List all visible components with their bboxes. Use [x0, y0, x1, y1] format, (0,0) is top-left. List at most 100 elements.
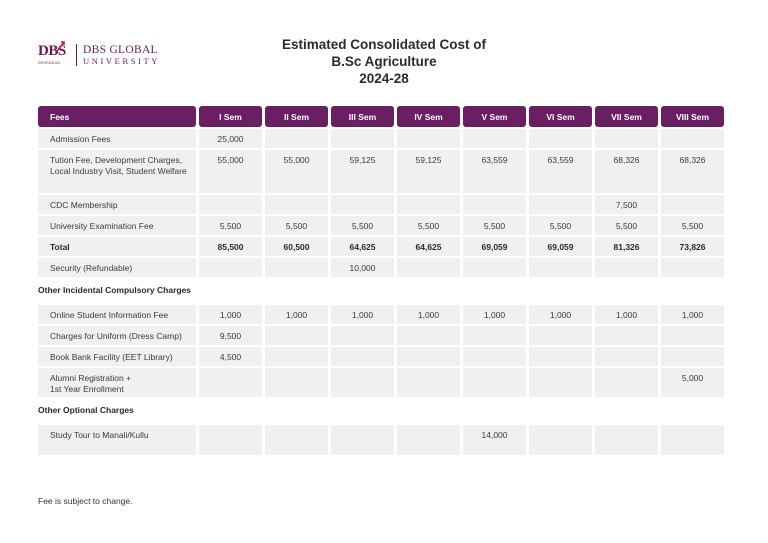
fee-cell-sem-4	[397, 368, 460, 397]
fee-cell-sem-6: 69,059	[529, 237, 592, 256]
fee-cell-sem-6	[529, 368, 592, 397]
table-row: CDC Membership 7,500	[38, 195, 727, 214]
fee-cell-sem-7: 7,500	[595, 195, 658, 214]
fee-cell-sem-8	[661, 195, 724, 214]
row-label: Admission Fees	[38, 129, 196, 148]
table-row: Tution Fee, Development Charges, Local I…	[38, 150, 727, 193]
fee-cell-sem-5	[463, 258, 526, 277]
title-line1: Estimated Consolidated Cost of	[281, 37, 487, 52]
fee-cell-sem-3	[331, 129, 394, 148]
fee-cell-sem-8: 1,000	[661, 305, 724, 324]
fee-cell-sem-2	[265, 368, 328, 397]
fee-cell-sem-5	[463, 368, 526, 397]
fee-cell-sem-1	[199, 195, 262, 214]
row-label: Book Bank Facility (EET Library)	[38, 347, 196, 366]
table-row: Book Bank Facility (EET Library) 4,500	[38, 347, 727, 366]
fee-cell-sem-1: 4,500	[199, 347, 262, 366]
table-row: Alumni Registration +1st Year Enrollment…	[38, 368, 727, 397]
logo-mark: DBS DEHRADUN	[38, 41, 72, 68]
fee-cell-sem-6	[529, 347, 592, 366]
row-label: Study Tour to Manali/Kullu	[38, 425, 196, 455]
fee-cell-sem-8	[661, 258, 724, 277]
fee-cell-sem-6	[529, 425, 592, 455]
fee-cell-sem-4	[397, 195, 460, 214]
logo-line2: UNIVERSITY	[83, 55, 160, 66]
fee-cell-sem-5	[463, 326, 526, 345]
header-fees: Fees	[38, 106, 196, 127]
section-title-compulsory: Other Incidental Compulsory Charges	[38, 285, 192, 295]
header-sem-8: VIII Sem	[661, 106, 724, 127]
fee-cell-sem-3: 5,500	[331, 216, 394, 235]
fee-cell-sem-4: 5,500	[397, 216, 460, 235]
fee-cell-sem-8: 68,326	[661, 150, 724, 193]
fee-cell-sem-8	[661, 129, 724, 148]
fee-cell-sem-3: 1,000	[331, 305, 394, 324]
fee-cell-sem-1: 25,000	[199, 129, 262, 148]
fee-cell-sem-2	[265, 326, 328, 345]
fee-cell-sem-2	[265, 425, 328, 455]
fee-cell-sem-4	[397, 425, 460, 455]
fee-cell-sem-3	[331, 326, 394, 345]
fee-cell-sem-8: 73,826	[661, 237, 724, 256]
fee-cell-sem-1	[199, 368, 262, 397]
section-title-optional: Other Optional Charges	[38, 405, 134, 415]
fee-cell-sem-6: 63,559	[529, 150, 592, 193]
header-sem-2: II Sem	[265, 106, 328, 127]
fee-cell-sem-6	[529, 195, 592, 214]
logo-divider	[76, 44, 77, 66]
fee-cell-sem-5: 5,500	[463, 216, 526, 235]
fee-cell-sem-6: 1,000	[529, 305, 592, 324]
fee-cell-sem-3: 59,125	[331, 150, 394, 193]
fee-cell-sem-5	[463, 195, 526, 214]
row-label: Charges for Uniform (Dress Camp)	[38, 326, 196, 345]
table-header-row: Fees I Sem II Sem III Sem IV Sem V Sem V…	[38, 106, 727, 127]
row-label: Tution Fee, Development Charges, Local I…	[38, 150, 196, 193]
fee-cell-sem-1	[199, 258, 262, 277]
table-row: Study Tour to Manali/Kullu 14,000	[38, 425, 727, 455]
logo-arrow-icon	[56, 41, 65, 52]
fee-cell-sem-4	[397, 258, 460, 277]
fee-cell-sem-3: 64,625	[331, 237, 394, 256]
fee-cell-sem-4: 59,125	[397, 150, 460, 193]
fee-cell-sem-7: 68,326	[595, 150, 658, 193]
fee-cell-sem-6	[529, 326, 592, 345]
fee-cell-sem-8: 5,500	[661, 216, 724, 235]
fee-cell-sem-1: 55,000	[199, 150, 262, 193]
header-sem-4: IV Sem	[397, 106, 460, 127]
table-row: Admission Fees 25,000	[38, 129, 727, 148]
header-sem-7: VII Sem	[595, 106, 658, 127]
fee-cell-sem-5: 63,559	[463, 150, 526, 193]
table-row: Total 85,500 60,500 64,625 64,625 69,059 69,05…	[38, 237, 727, 256]
fee-cell-sem-8	[661, 347, 724, 366]
page-title: Estimated Consolidated Cost of B.Sc Agri…	[0, 36, 768, 87]
fee-cell-sem-4: 1,000	[397, 305, 460, 324]
row-label: Online Student Information Fee	[38, 305, 196, 324]
fee-cell-sem-1	[199, 425, 262, 455]
fee-cell-sem-7	[595, 347, 658, 366]
fee-cell-sem-2: 55,000	[265, 150, 328, 193]
fee-cell-sem-4: 64,625	[397, 237, 460, 256]
fee-cell-sem-8	[661, 326, 724, 345]
fee-cell-sem-7: 5,500	[595, 216, 658, 235]
header-sem-1: I Sem	[199, 106, 262, 127]
table-row: University Examination Fee 5,500 5,500 5,50…	[38, 216, 727, 235]
row-label: Alumni Registration +1st Year Enrollment	[38, 368, 196, 397]
table-row: Charges for Uniform (Dress Camp) 9,500	[38, 326, 727, 345]
fee-cell-sem-3	[331, 195, 394, 214]
fee-cell-sem-8: 5,000	[661, 368, 724, 397]
fee-cell-sem-4	[397, 129, 460, 148]
fee-cell-sem-7: 1,000	[595, 305, 658, 324]
fee-cell-sem-6: 5,500	[529, 216, 592, 235]
fee-cell-sem-8	[661, 425, 724, 455]
fee-cell-sem-7	[595, 258, 658, 277]
fee-cell-sem-7: 81,326	[595, 237, 658, 256]
row-label: University Examination Fee	[38, 216, 196, 235]
fee-cell-sem-5	[463, 129, 526, 148]
table-row: Security (Refundable) 10,000	[38, 258, 727, 277]
title-line3: 2024-28	[359, 71, 409, 86]
fee-cell-sem-7	[595, 129, 658, 148]
fee-cell-sem-3	[331, 347, 394, 366]
header-sem-3: III Sem	[331, 106, 394, 127]
fee-cell-sem-2	[265, 195, 328, 214]
fee-cell-sem-2	[265, 129, 328, 148]
